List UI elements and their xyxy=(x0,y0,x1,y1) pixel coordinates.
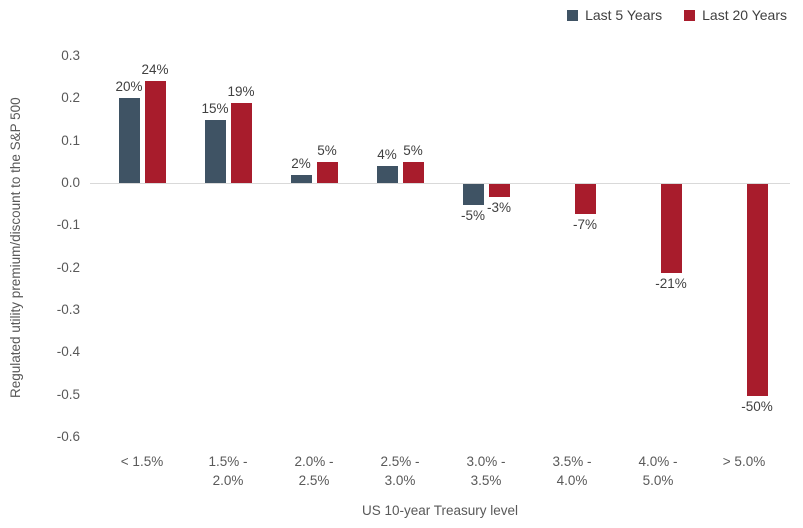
x-category-label: > 5.0% xyxy=(722,454,766,469)
bar-last-5-years xyxy=(290,174,312,183)
bar-last-5-years xyxy=(118,98,140,183)
x-category-label: 3.5% - 4.0% xyxy=(552,454,592,488)
y-tick-label: -0.4 xyxy=(56,344,80,360)
y-tick-label: -0.5 xyxy=(56,386,80,402)
legend-label: Last 20 Years xyxy=(702,7,787,23)
bar-last-20-years xyxy=(230,102,252,183)
x-category-label: 2.0% - 2.5% xyxy=(294,454,334,488)
x-category-label: < 1.5% xyxy=(120,454,164,469)
bar-last-5-years xyxy=(376,166,398,183)
bar-data-label: 24% xyxy=(141,62,169,78)
x-category-label: 3.0% - 3.5% xyxy=(466,454,506,488)
bar-last-20-years xyxy=(574,184,596,214)
x-category-label: 2.5% - 3.0% xyxy=(380,454,420,488)
y-tick-label: -0.1 xyxy=(56,217,80,233)
legend-swatch-icon xyxy=(567,9,579,21)
y-tick-label: 0.1 xyxy=(61,132,80,148)
bar-data-label: 20% xyxy=(115,79,143,95)
bar-data-label: -7% xyxy=(572,216,597,232)
bar-data-label: -5% xyxy=(460,208,485,224)
bar-data-label: 5% xyxy=(317,142,337,158)
bar-last-5-years xyxy=(204,119,226,183)
y-tick-label: -0.3 xyxy=(56,301,80,317)
y-tick-label: 0.0 xyxy=(61,175,80,190)
x-axis-title: US 10-year Treasury level xyxy=(361,503,519,518)
legend-item-2: Last 20 Years xyxy=(684,7,787,23)
y-axis-title: Regulated utility premium/discount to th… xyxy=(8,97,23,398)
y-tick-label: 0.2 xyxy=(61,90,80,106)
bar-data-label: 5% xyxy=(403,142,423,158)
bar-last-20-years xyxy=(660,184,682,273)
bar-last-20-years xyxy=(402,161,424,183)
bar-last-20-years xyxy=(144,81,166,183)
legend-swatch-icon xyxy=(684,9,696,21)
bar-data-label: 19% xyxy=(227,83,255,99)
bar-data-label: -21% xyxy=(655,275,687,291)
bar-data-label: 4% xyxy=(377,147,397,163)
legend-item-1: Last 5 Years xyxy=(567,7,662,23)
bar-data-label: -50% xyxy=(741,398,773,414)
legend-label: Last 5 Years xyxy=(585,7,663,23)
x-axis-line xyxy=(90,183,790,184)
legend: Last 5 Years Last 20 Years xyxy=(567,7,787,23)
bar-data-label: -3% xyxy=(486,199,511,215)
y-tick-label: -0.2 xyxy=(56,259,80,275)
bar-data-label: 15% xyxy=(201,100,229,116)
bar-data-label: 2% xyxy=(291,155,311,171)
y-tick-label: 0.3 xyxy=(61,48,80,64)
x-category-label: 4.0% - 5.0% xyxy=(638,454,678,488)
y-tick-label: -0.6 xyxy=(56,428,80,444)
bar-last-20-years xyxy=(746,184,768,396)
bar-last-20-years xyxy=(316,161,338,183)
bar-last-5-years xyxy=(462,184,484,206)
bar-last-20-years xyxy=(488,184,510,197)
x-category-label: 1.5% - 2.0% xyxy=(208,454,248,488)
